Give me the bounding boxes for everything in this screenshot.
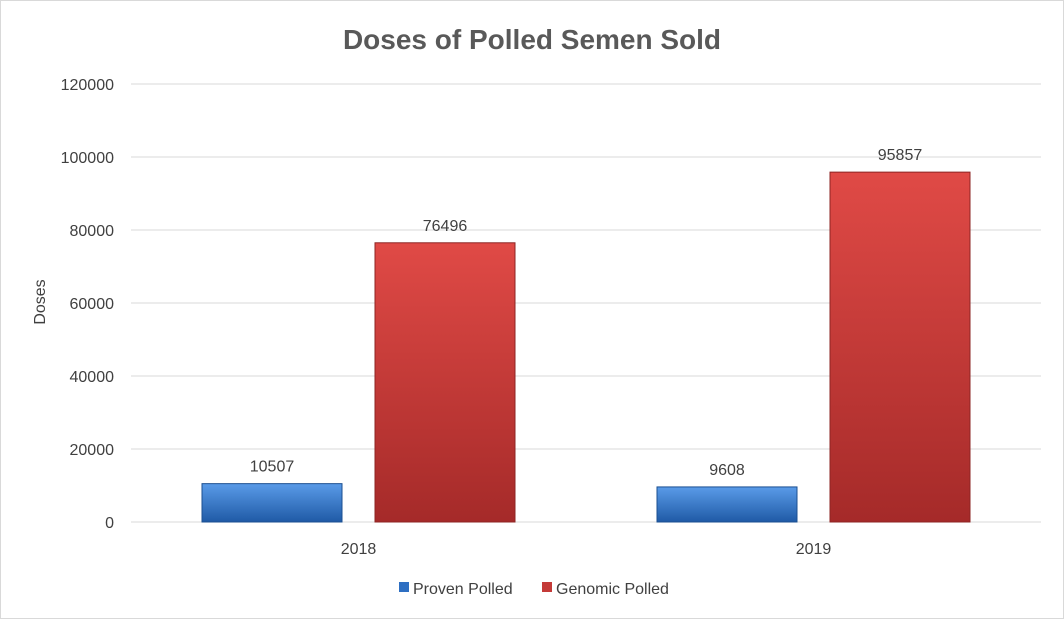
data-label: 95857 (878, 147, 923, 164)
chart-title: Doses of Polled Semen Sold (343, 24, 721, 55)
legend: Proven Polled Genomic Polled (399, 581, 669, 598)
y-tick-label: 20000 (70, 442, 115, 459)
bar (829, 171, 971, 523)
y-tick-label: 80000 (70, 223, 115, 240)
x-tick-label: 2018 (341, 541, 377, 558)
legend-swatch (399, 582, 409, 592)
x-tick-label: 2019 (796, 541, 832, 558)
data-label: 76496 (423, 218, 468, 235)
bar (656, 486, 798, 523)
data-label: 10507 (250, 459, 295, 476)
legend-label: Proven Polled (413, 581, 513, 598)
data-label: 9608 (709, 462, 745, 479)
y-tick-label: 60000 (70, 296, 115, 313)
y-tick-label: 120000 (61, 77, 114, 94)
bar (374, 242, 516, 523)
y-axis-label: Doses (32, 279, 49, 324)
y-tick-label: 100000 (61, 150, 114, 167)
y-tick-label: 40000 (70, 369, 115, 386)
bars: 10507 76496 2018 9608 95857 2019 (201, 147, 971, 558)
y-tick-label: 0 (105, 515, 114, 532)
legend-label: Genomic Polled (556, 581, 669, 598)
bar (201, 483, 343, 523)
legend-swatch (542, 582, 552, 592)
